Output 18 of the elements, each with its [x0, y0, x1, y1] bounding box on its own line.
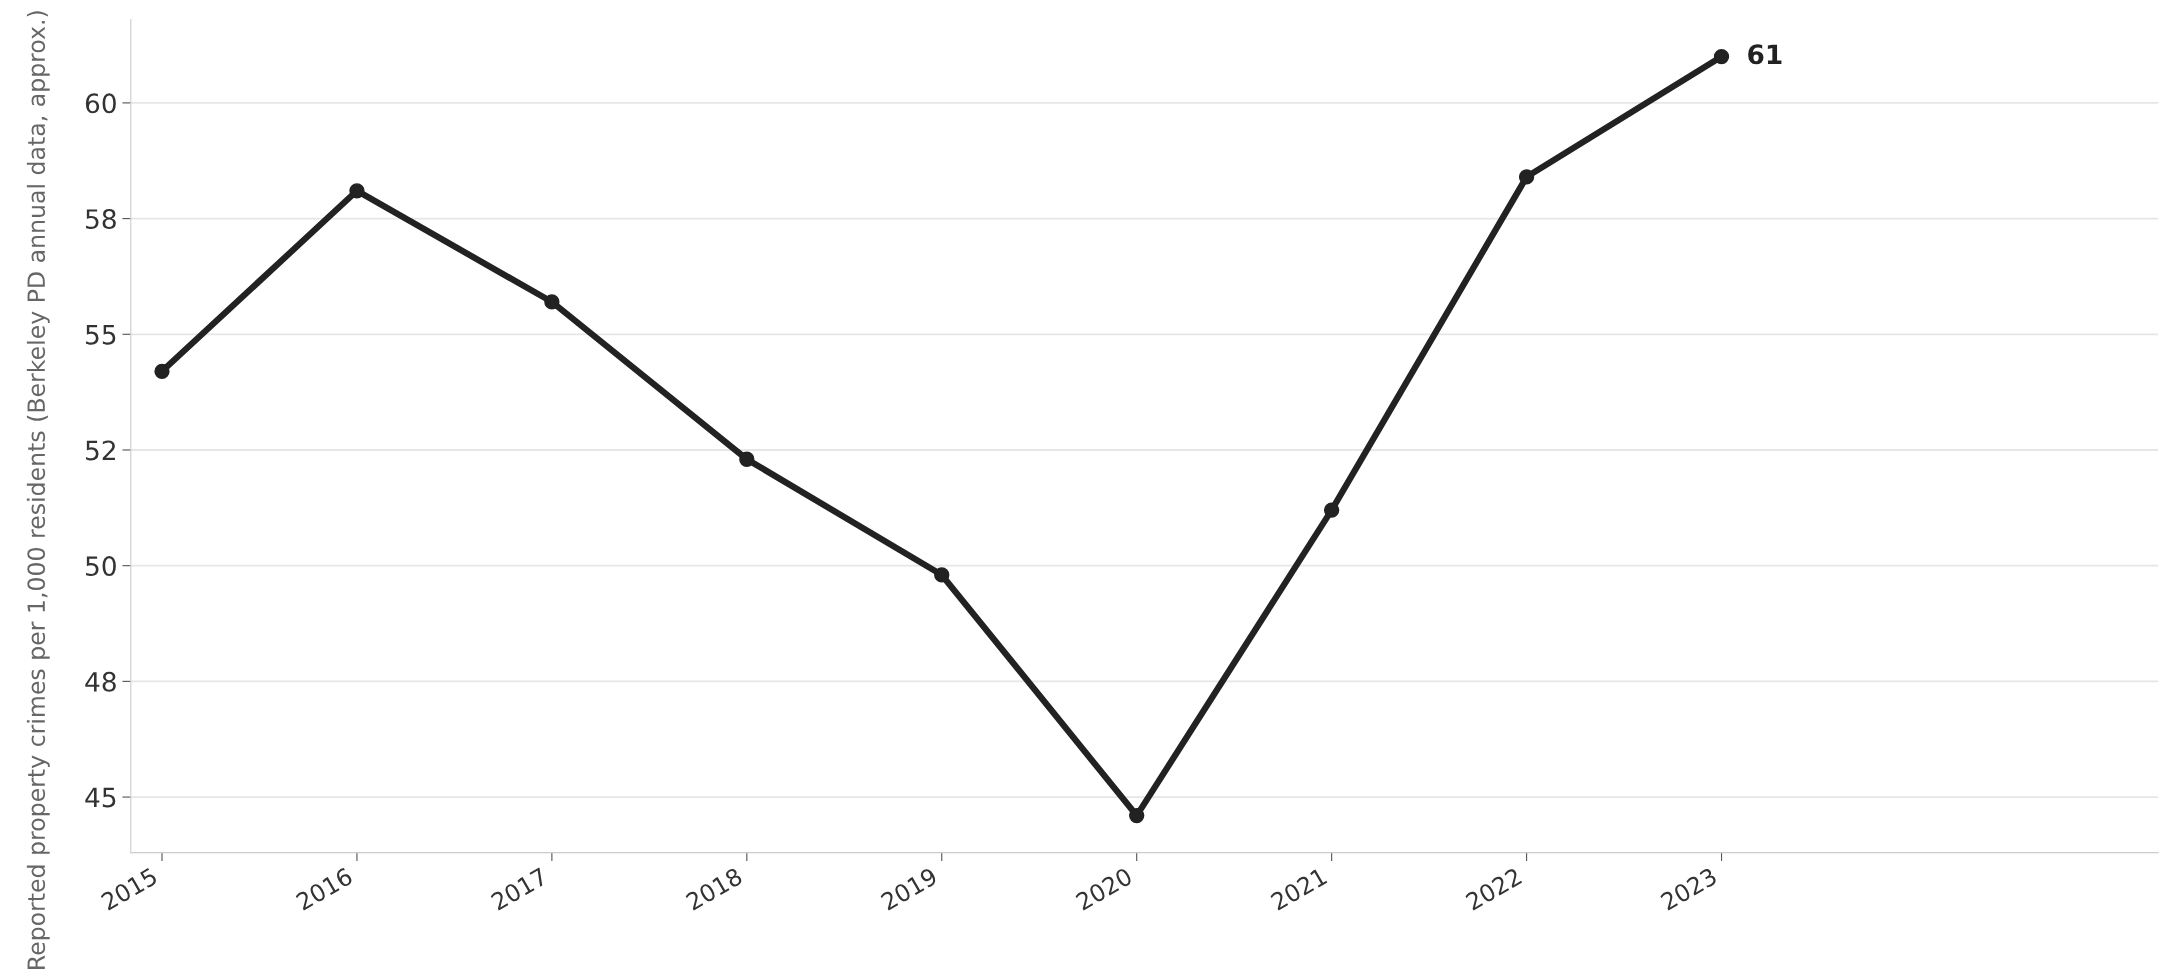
- point: [544, 294, 560, 310]
- point: [1518, 169, 1535, 185]
- y-tick-label: 60: [85, 93, 116, 114]
- point: [934, 567, 950, 583]
- point: [739, 451, 755, 467]
- point: [349, 183, 365, 199]
- y-axis-title: Reported property crimes per 1,000 residents (Berkeley PD annual data, approx.): [26, 11, 50, 969]
- point: [154, 363, 170, 379]
- y-tick-label: 52: [86, 440, 115, 461]
- y-tick-label: 50: [86, 556, 116, 577]
- point: [1129, 807, 1145, 824]
- point: [1324, 502, 1340, 518]
- data-label: 61: [1748, 44, 1782, 65]
- point: [1713, 48, 1730, 65]
- y-tick-label: 48: [85, 671, 116, 692]
- y-tick-label: 55: [86, 325, 116, 345]
- y-tick-label: 58: [86, 209, 116, 229]
- y-tick-label: 45: [85, 787, 116, 808]
